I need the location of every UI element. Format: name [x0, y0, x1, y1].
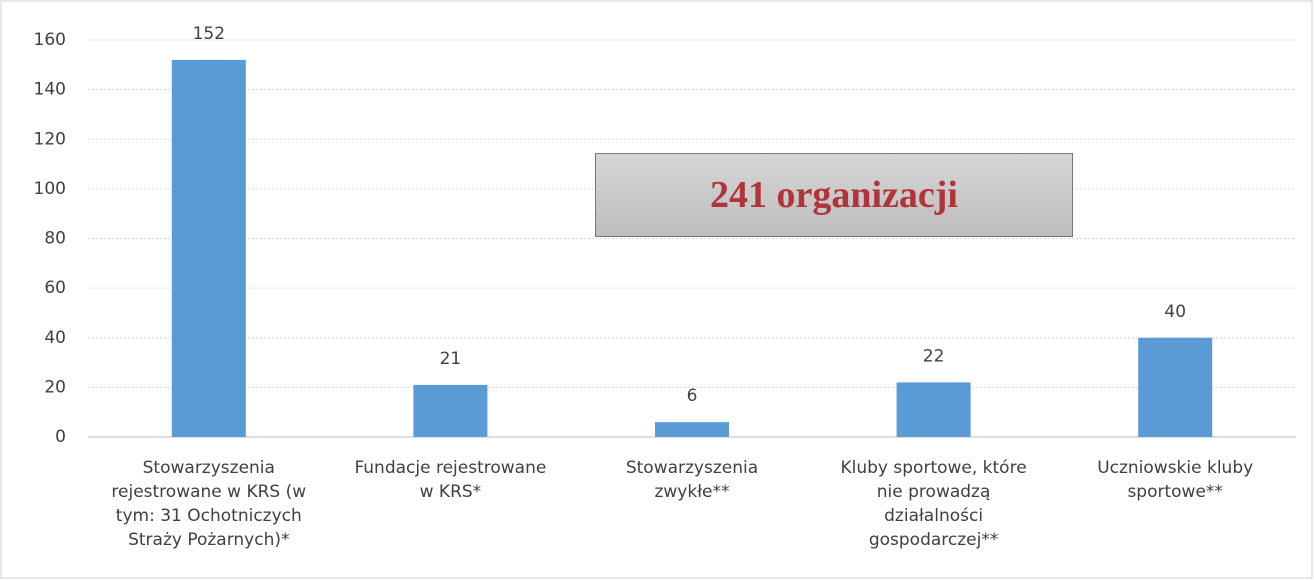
bar [1138, 337, 1213, 437]
y-tick-label: 100 [34, 179, 66, 199]
x-tick-label: Kluby sportowe, które nie prowadzą dział… [840, 458, 1027, 550]
bar [896, 382, 971, 437]
x-tick-label: Uczniowskie kluby sportowe** [1097, 458, 1254, 502]
data-label: 22 [923, 346, 945, 366]
y-tick-label: 80 [44, 229, 66, 249]
data-label: 40 [1164, 302, 1186, 322]
bar [171, 59, 246, 437]
y-tick-label: 0 [55, 427, 66, 447]
y-tick-label: 40 [44, 328, 66, 348]
data-label: 152 [193, 24, 225, 44]
data-label: 21 [440, 349, 462, 369]
x-tick-label: Fundacje rejestrowane w KRS* [354, 458, 547, 502]
y-tick-label: 140 [34, 80, 66, 100]
annotation: 241 organizacji [595, 153, 1073, 237]
x-tick-label: Stowarzyszenia zwykłe** [625, 458, 759, 502]
x-tick-label: Stowarzyszenia rejestrowane w KRS (w tym… [111, 458, 307, 550]
data-label: 6 [687, 386, 698, 406]
bar [413, 384, 488, 437]
y-tick-label: 60 [44, 278, 66, 298]
bar [655, 422, 729, 437]
y-tick-label: 160 [34, 30, 66, 50]
y-tick-label: 120 [34, 129, 66, 149]
y-tick-label: 20 [44, 377, 66, 397]
